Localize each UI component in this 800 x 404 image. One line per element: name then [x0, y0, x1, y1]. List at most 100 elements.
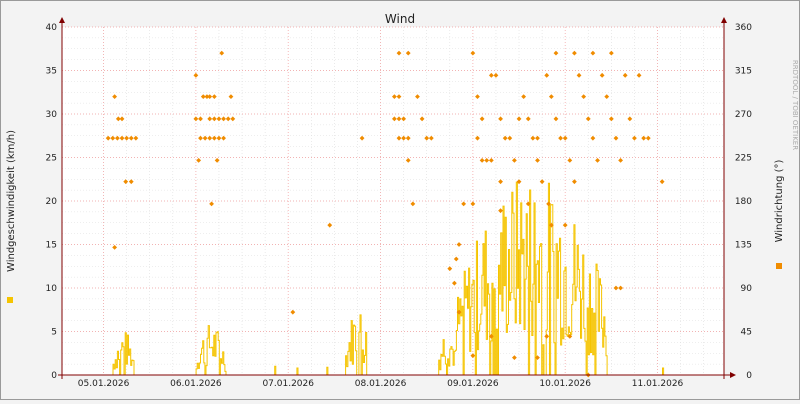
direction-point: [498, 116, 503, 122]
direction-point: [204, 94, 210, 99]
direction-point: [391, 94, 397, 99]
direction-point: [488, 72, 494, 78]
direction-point: [225, 116, 231, 122]
direction-point: [396, 94, 402, 99]
direction-point: [133, 135, 139, 141]
direction-point: [558, 135, 563, 141]
direction-point: [548, 222, 554, 228]
direction-point: [211, 135, 217, 141]
direction-point: [562, 222, 568, 228]
direction-point: [105, 135, 111, 141]
direction-point: [405, 158, 411, 163]
direction-point: [636, 72, 642, 78]
direction-series: [105, 50, 665, 378]
direction-point: [548, 94, 554, 99]
direction-point: [544, 72, 550, 78]
direction-point: [516, 179, 522, 185]
legend-direction-swatch: [776, 263, 782, 269]
direction-point: [401, 135, 407, 141]
direction-point: [451, 280, 457, 286]
direction-point: [359, 135, 365, 141]
direction-point: [453, 256, 459, 262]
legend-speed-swatch: [7, 297, 13, 303]
y-right-tick-label: 135: [735, 241, 752, 251]
y-right-tick-label: 180: [735, 197, 752, 207]
direction-point: [590, 135, 596, 141]
y-right-tick-label: 315: [735, 67, 752, 77]
direction-point: [193, 72, 199, 78]
direction-point: [428, 135, 434, 141]
direction-point: [114, 135, 120, 141]
direction-point: [200, 94, 206, 99]
y-right-tick-label: 0: [746, 371, 752, 381]
direction-point: [475, 135, 480, 141]
direction-point: [613, 135, 619, 141]
x-tick-label: 08.01.2026: [355, 379, 407, 389]
direction-point: [119, 135, 125, 141]
direction-point: [216, 135, 222, 141]
x-tick-label: 07.01.2026: [262, 379, 314, 389]
axes-frame: [58, 17, 736, 379]
direction-point: [581, 94, 587, 99]
direction-point: [488, 333, 494, 339]
x-tick-label: 05.01.2026: [78, 379, 130, 389]
y-right-tick-label: 225: [735, 154, 752, 164]
x-tick-label: 10.01.2026: [539, 379, 591, 389]
direction-point: [544, 333, 550, 339]
direction-point: [202, 135, 208, 141]
direction-point: [525, 116, 531, 122]
direction-point: [567, 158, 573, 163]
direction-point: [498, 179, 503, 185]
y-left-tick-label: 30: [46, 110, 58, 120]
direction-point: [530, 135, 536, 141]
direction-point: [562, 135, 568, 141]
direction-point: [535, 135, 540, 141]
direction-point: [124, 135, 130, 141]
direction-point: [198, 135, 203, 141]
direction-point: [498, 208, 503, 214]
direction-point: [214, 158, 220, 163]
direction-point: [479, 158, 485, 163]
direction-point: [645, 135, 651, 141]
direction-point: [613, 285, 619, 291]
y-left-tick-label: 5: [51, 328, 57, 338]
direction-point: [572, 179, 577, 185]
direction-point: [608, 116, 614, 122]
direction-point: [535, 158, 540, 163]
direction-point: [207, 116, 213, 122]
y-left-tick-label: 35: [46, 67, 57, 77]
direction-point: [493, 72, 499, 78]
direction-point: [516, 116, 522, 122]
y-left-tick-label: 10: [46, 284, 58, 294]
direction-point: [396, 135, 402, 141]
direction-point: [193, 116, 199, 122]
y-right-tick-label: 90: [741, 284, 753, 294]
direction-point: [479, 116, 485, 122]
direction-point: [572, 50, 577, 56]
direction-point: [535, 355, 540, 360]
direction-point: [207, 135, 213, 141]
direction-point: [632, 135, 637, 141]
direction-point: [618, 285, 623, 291]
direction-point: [391, 116, 397, 122]
direction-point: [198, 116, 203, 122]
direction-point: [396, 50, 402, 56]
direction-point: [219, 50, 225, 56]
y-left-tick-label: 40: [46, 23, 58, 33]
direction-point: [196, 158, 202, 163]
direction-point: [525, 201, 531, 207]
direction-point: [415, 94, 420, 99]
direction-point: [228, 94, 234, 99]
direction-point: [396, 116, 402, 122]
direction-point: [546, 201, 551, 207]
y-left-tick-label: 20: [46, 197, 58, 207]
direction-point: [590, 50, 596, 56]
y-left-tick-label: 0: [51, 371, 57, 381]
direction-point: [221, 116, 226, 122]
x-tick-label: 11.01.2026: [632, 379, 684, 389]
direction-point: [419, 116, 425, 122]
direction-point: [507, 135, 513, 141]
direction-point: [401, 116, 407, 122]
